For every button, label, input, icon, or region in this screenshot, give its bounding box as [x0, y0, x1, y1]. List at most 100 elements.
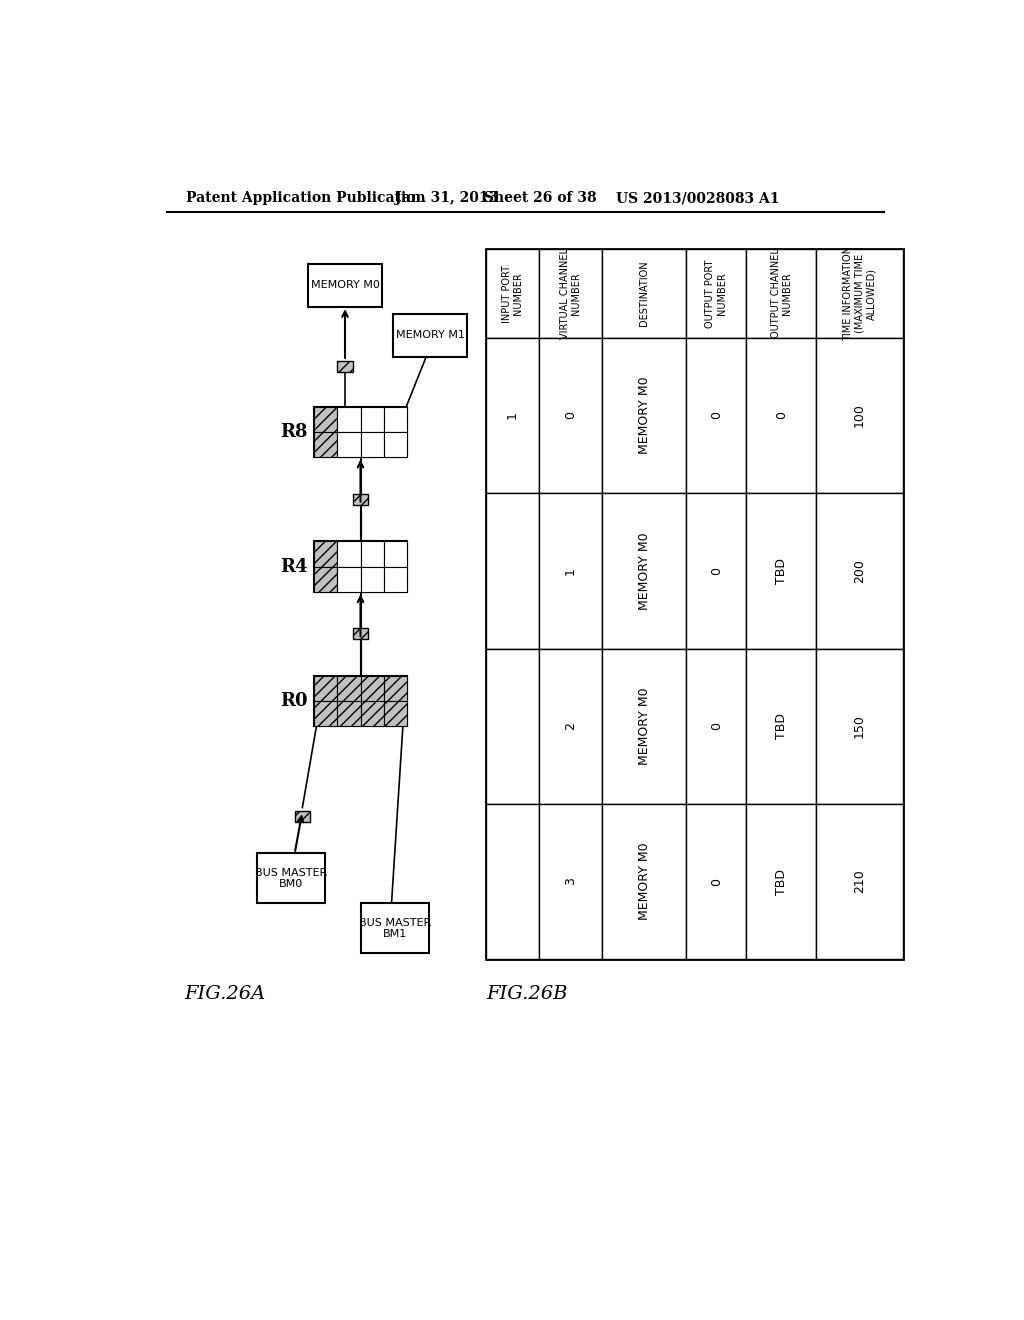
Text: 0: 0 — [710, 878, 723, 886]
Text: MEMORY M1: MEMORY M1 — [396, 330, 465, 341]
Text: FIG.26B: FIG.26B — [486, 985, 567, 1003]
Bar — [539, 494, 602, 648]
Bar — [746, 494, 816, 648]
Text: MEMORY M0: MEMORY M0 — [310, 280, 380, 290]
Text: 0: 0 — [710, 412, 723, 420]
Bar — [816, 338, 903, 494]
Bar — [314, 432, 337, 457]
Bar — [486, 494, 539, 648]
Text: US 2013/0028083 A1: US 2013/0028083 A1 — [616, 191, 779, 206]
Text: 2: 2 — [564, 722, 578, 730]
Bar — [314, 701, 337, 726]
Bar — [602, 648, 686, 804]
Text: DESTINATION: DESTINATION — [639, 261, 649, 326]
Bar — [539, 804, 602, 960]
Bar — [602, 804, 686, 960]
Text: Jan. 31, 2013: Jan. 31, 2013 — [395, 191, 499, 206]
Bar — [314, 541, 407, 591]
Bar — [539, 648, 602, 804]
Text: 0: 0 — [775, 412, 787, 420]
Bar — [486, 648, 539, 804]
Text: FIG.26A: FIG.26A — [183, 985, 265, 1003]
Bar — [337, 407, 360, 432]
Text: MEMORY M0: MEMORY M0 — [638, 688, 650, 766]
Text: MEMORY M0: MEMORY M0 — [638, 376, 650, 454]
Bar — [337, 360, 352, 372]
Bar — [384, 541, 407, 566]
Text: 1: 1 — [506, 412, 519, 420]
Bar — [337, 432, 360, 457]
Text: Sheet 26 of 38: Sheet 26 of 38 — [484, 191, 597, 206]
Bar — [686, 249, 746, 338]
Text: R4: R4 — [281, 557, 308, 576]
Bar — [486, 249, 539, 338]
Text: TBD: TBD — [775, 869, 787, 895]
Text: R8: R8 — [281, 422, 308, 441]
Bar — [314, 676, 407, 726]
Bar — [384, 407, 407, 432]
Text: 0: 0 — [710, 722, 723, 730]
Bar — [295, 812, 310, 822]
Bar — [816, 249, 903, 338]
Bar — [602, 249, 686, 338]
Bar — [486, 249, 903, 960]
Text: 0: 0 — [710, 566, 723, 574]
Bar — [486, 804, 539, 960]
Bar — [384, 432, 407, 457]
Text: Patent Application Publication: Patent Application Publication — [186, 191, 426, 206]
Bar — [816, 494, 903, 648]
Bar — [816, 648, 903, 804]
Bar — [686, 648, 746, 804]
Bar — [360, 432, 384, 457]
Text: OUTPUT PORT
NUMBER: OUTPUT PORT NUMBER — [706, 259, 727, 327]
Text: TIME INFORMATION
(MAXIMUM TIME
ALLOWED): TIME INFORMATION (MAXIMUM TIME ALLOWED) — [843, 246, 877, 341]
Bar — [360, 676, 384, 701]
Text: 1: 1 — [564, 566, 578, 574]
Bar — [337, 676, 360, 701]
Bar — [686, 494, 746, 648]
Bar — [314, 407, 407, 457]
Bar — [393, 314, 467, 356]
Bar — [384, 676, 407, 701]
Bar — [746, 338, 816, 494]
Bar — [539, 249, 602, 338]
Text: BUS MASTER
BM1: BUS MASTER BM1 — [359, 917, 431, 940]
Text: 150: 150 — [853, 714, 866, 738]
Bar — [486, 338, 539, 494]
Bar — [337, 701, 360, 726]
Text: INPUT PORT
NUMBER: INPUT PORT NUMBER — [502, 264, 523, 322]
Text: 210: 210 — [853, 870, 866, 894]
Bar — [686, 804, 746, 960]
Bar — [816, 804, 903, 960]
Bar — [337, 566, 360, 591]
Text: TBD: TBD — [775, 713, 787, 739]
Bar — [337, 541, 360, 566]
Bar — [314, 541, 337, 566]
Text: VIRTUAL CHANNEL
NUMBER: VIRTUAL CHANNEL NUMBER — [560, 248, 582, 339]
Bar — [360, 566, 384, 591]
Bar — [686, 338, 746, 494]
Bar — [384, 701, 407, 726]
Bar — [602, 494, 686, 648]
Bar — [602, 338, 686, 494]
Bar — [314, 676, 337, 701]
Bar — [746, 804, 816, 960]
Bar — [360, 701, 384, 726]
Text: MEMORY M0: MEMORY M0 — [638, 842, 650, 920]
Text: OUTPUT CHANNEL
NUMBER: OUTPUT CHANNEL NUMBER — [770, 248, 793, 338]
Bar — [360, 407, 384, 432]
Text: 100: 100 — [853, 404, 866, 428]
Bar — [746, 648, 816, 804]
Text: 0: 0 — [564, 412, 578, 420]
Bar — [384, 566, 407, 591]
Bar — [361, 903, 429, 953]
Bar — [308, 264, 382, 306]
Bar — [539, 338, 602, 494]
Bar — [352, 494, 369, 504]
Text: R0: R0 — [281, 692, 308, 710]
Bar — [314, 407, 337, 432]
Bar — [746, 249, 816, 338]
Text: BUS MASTER
BM0: BUS MASTER BM0 — [255, 867, 327, 890]
Text: TBD: TBD — [775, 558, 787, 583]
Bar — [352, 628, 369, 639]
